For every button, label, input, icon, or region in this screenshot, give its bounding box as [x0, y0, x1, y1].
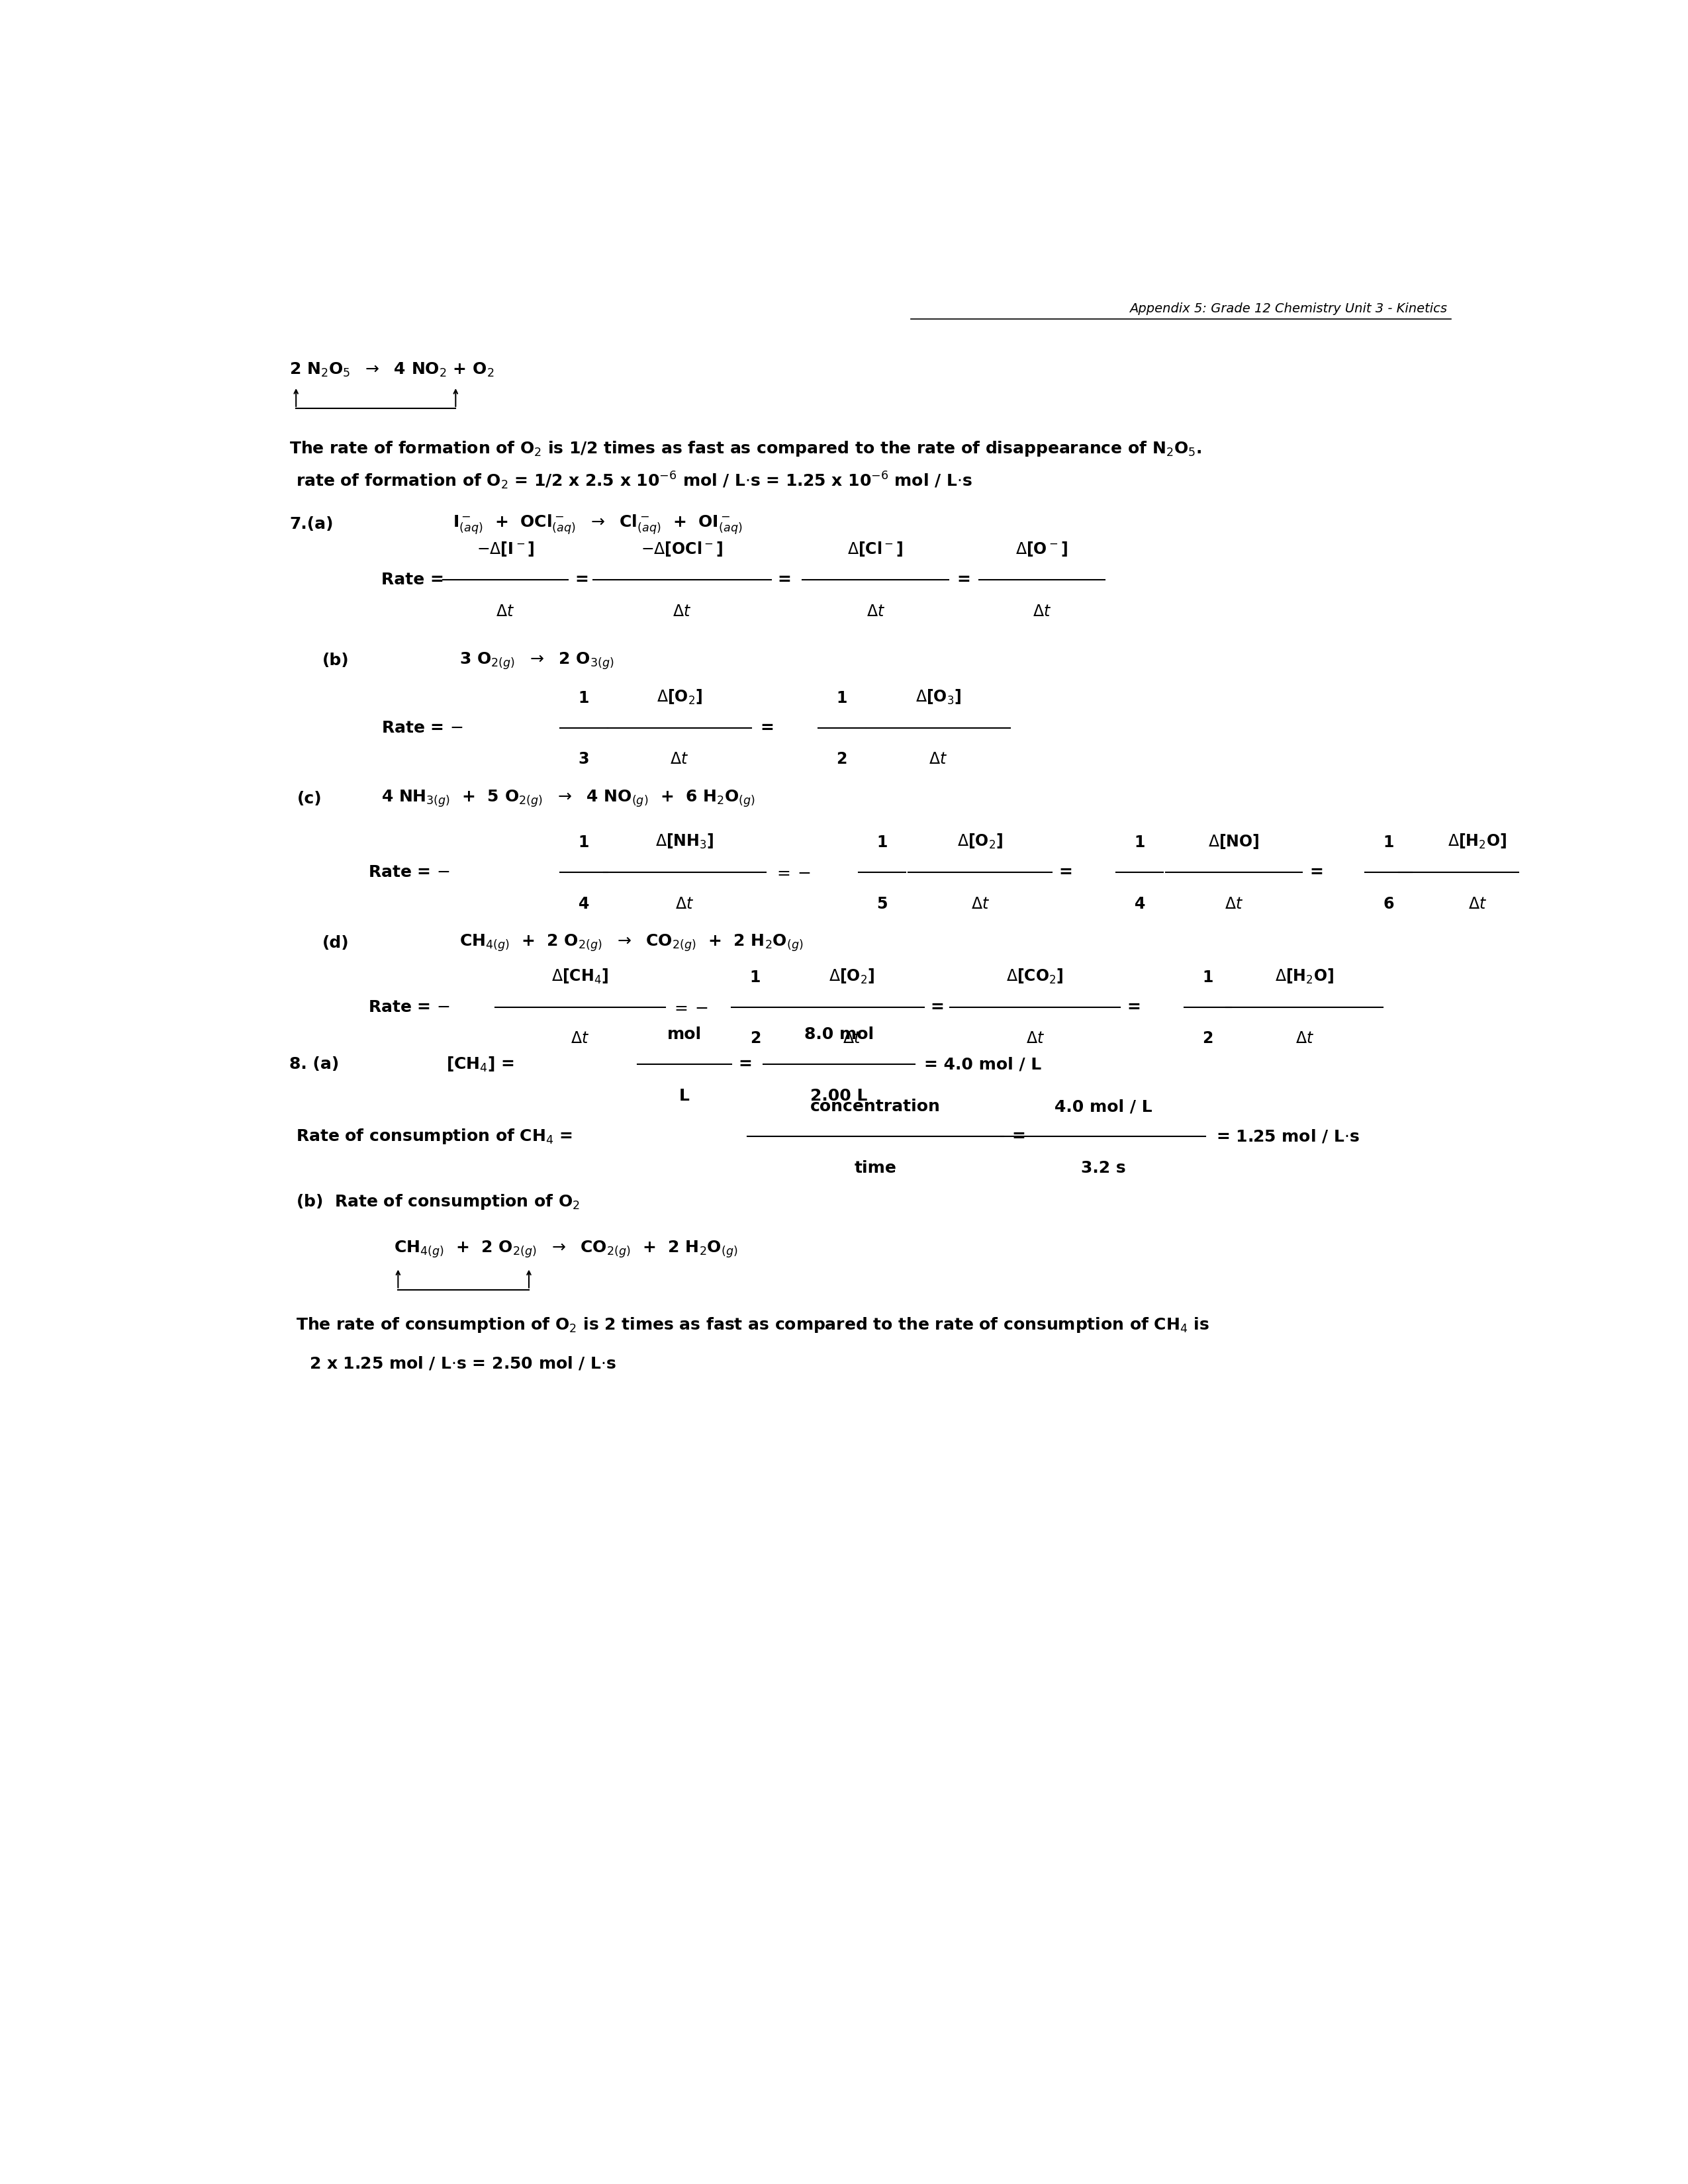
Text: Rate of consumption of CH$_4$ =: Rate of consumption of CH$_4$ = — [295, 1127, 574, 1147]
Text: $\Delta$[CO$_2$]: $\Delta$[CO$_2$] — [1006, 968, 1063, 985]
Text: $\Delta$[O$_2$]: $\Delta$[O$_2$] — [957, 832, 1003, 850]
Text: The rate of formation of O$_2$ is 1/2 times as fast as compared to the rate of d: The rate of formation of O$_2$ is 1/2 ti… — [290, 439, 1202, 459]
Text: 3.2 s: 3.2 s — [1080, 1160, 1126, 1175]
Text: =: = — [1128, 998, 1141, 1016]
Text: 2: 2 — [1202, 1031, 1214, 1046]
Text: $\Delta t$: $\Delta t$ — [571, 1031, 589, 1046]
Text: 1: 1 — [749, 970, 761, 985]
Text: $\Delta t$: $\Delta t$ — [1469, 895, 1487, 913]
Text: Rate = $-$: Rate = $-$ — [368, 865, 449, 880]
Text: $\Delta$[O$_2$]: $\Delta$[O$_2$] — [829, 968, 874, 985]
Text: $= -$: $= -$ — [773, 865, 810, 880]
Text: =: = — [760, 721, 775, 736]
Text: (d): (d) — [322, 935, 349, 950]
Text: 4: 4 — [1134, 895, 1144, 913]
Text: = 1.25 mol / L$\cdot$s: = 1.25 mol / L$\cdot$s — [1215, 1129, 1359, 1144]
Text: $\Delta t$: $\Delta t$ — [866, 603, 885, 620]
Text: $\Delta t$: $\Delta t$ — [971, 895, 989, 913]
Text: Rate = $-$: Rate = $-$ — [368, 998, 449, 1016]
Text: Rate =: Rate = — [381, 572, 449, 587]
Text: 5: 5 — [876, 895, 888, 913]
Text: 1: 1 — [579, 690, 589, 705]
Text: rate of formation of O$_2$ = 1/2 x 2.5 x 10$^{-6}$ mol / L$\cdot$s = 1.25 x 10$^: rate of formation of O$_2$ = 1/2 x 2.5 x… — [295, 470, 972, 491]
Text: 7.(a): 7.(a) — [290, 515, 334, 533]
Text: $\Delta t$: $\Delta t$ — [670, 751, 689, 767]
Text: CH$_{4(g)}$  +  2 O$_{2(g)}$  $\rightarrow$  CO$_{2(g)}$  +  2 H$_2$O$_{(g)}$: CH$_{4(g)}$ + 2 O$_{2(g)}$ $\rightarrow$… — [393, 1238, 738, 1260]
Text: (c): (c) — [297, 791, 322, 806]
Text: (b): (b) — [322, 653, 349, 668]
Text: 2: 2 — [836, 751, 847, 767]
Text: =: = — [778, 572, 792, 587]
Text: $\Delta$[H$_2$O]: $\Delta$[H$_2$O] — [1448, 832, 1507, 850]
Text: $\Delta t$: $\Delta t$ — [672, 603, 692, 620]
Text: = 4.0 mol / L: = 4.0 mol / L — [923, 1057, 1041, 1072]
Text: The rate of consumption of O$_2$ is 2 times as fast as compared to the rate of c: The rate of consumption of O$_2$ is 2 ti… — [295, 1315, 1210, 1334]
Text: Rate = $-$: Rate = $-$ — [381, 721, 463, 736]
Text: $\Delta$[O$_2$]: $\Delta$[O$_2$] — [657, 688, 702, 705]
Text: =: = — [957, 572, 971, 587]
Text: =: = — [1011, 1129, 1025, 1144]
Text: 2 N$_2$O$_5$  $\rightarrow$  4 NO$_2$ + O$_2$: 2 N$_2$O$_5$ $\rightarrow$ 4 NO$_2$ + O$… — [290, 360, 495, 378]
Text: $\Delta$[NH$_3$]: $\Delta$[NH$_3$] — [655, 832, 714, 850]
Text: $\Delta$[Cl$^-$]: $\Delta$[Cl$^-$] — [847, 539, 903, 559]
Text: =: = — [1310, 865, 1323, 880]
Text: 1: 1 — [876, 834, 888, 850]
Text: $\Delta$[NO]: $\Delta$[NO] — [1209, 832, 1259, 850]
Text: $= -$: $= -$ — [672, 998, 709, 1016]
Text: 1: 1 — [836, 690, 847, 705]
Text: L: L — [679, 1088, 690, 1103]
Text: =: = — [738, 1057, 753, 1072]
Text: 1: 1 — [1382, 834, 1394, 850]
Text: 4: 4 — [579, 895, 589, 913]
Text: $-\Delta$[OCl$^-$]: $-\Delta$[OCl$^-$] — [641, 539, 722, 559]
Text: CH$_{4(g)}$  +  2 O$_{2(g)}$  $\rightarrow$  CO$_{2(g)}$  +  2 H$_2$O$_{(g)}$: CH$_{4(g)}$ + 2 O$_{2(g)}$ $\rightarrow$… — [459, 933, 803, 954]
Text: 3 O$_{2(g)}$  $\rightarrow$  2 O$_{3(g)}$: 3 O$_{2(g)}$ $\rightarrow$ 2 O$_{3(g)}$ — [459, 651, 614, 670]
Text: 6: 6 — [1382, 895, 1394, 913]
Text: I$^-_{(aq)}$  +  OCl$^-_{(aq)}$  $\rightarrow$  Cl$^-_{(aq)}$  +  OI$^-_{(aq)}$: I$^-_{(aq)}$ + OCl$^-_{(aq)}$ $\rightarr… — [452, 513, 743, 535]
Text: 3: 3 — [579, 751, 589, 767]
Text: =: = — [574, 572, 589, 587]
Text: 8. (a): 8. (a) — [290, 1057, 339, 1072]
Text: 4 NH$_{3(g)}$  +  5 O$_{2(g)}$  $\rightarrow$  4 NO$_{(g)}$  +  6 H$_2$O$_{(g)}$: 4 NH$_{3(g)}$ + 5 O$_{2(g)}$ $\rightarro… — [381, 788, 755, 808]
Text: 8.0 mol: 8.0 mol — [803, 1026, 874, 1042]
Text: 2 x 1.25 mol / L$\cdot$s = 2.50 mol / L$\cdot$s: 2 x 1.25 mol / L$\cdot$s = 2.50 mol / L$… — [309, 1356, 616, 1372]
Text: $\Delta t$: $\Delta t$ — [1295, 1031, 1313, 1046]
Text: 2.00 L: 2.00 L — [810, 1088, 868, 1103]
Text: 1: 1 — [1202, 970, 1214, 985]
Text: concentration: concentration — [810, 1099, 940, 1114]
Text: $\Delta t$: $\Delta t$ — [1225, 895, 1244, 913]
Text: $-\Delta$[I$^-$]: $-\Delta$[I$^-$] — [476, 539, 535, 559]
Text: time: time — [854, 1160, 896, 1175]
Text: $\Delta t$: $\Delta t$ — [1026, 1031, 1045, 1046]
Text: =: = — [930, 998, 944, 1016]
Text: 4.0 mol / L: 4.0 mol / L — [1055, 1099, 1151, 1114]
Text: $\Delta$[H$_2$O]: $\Delta$[H$_2$O] — [1274, 968, 1334, 985]
Text: =: = — [1058, 865, 1072, 880]
Text: 1: 1 — [1134, 834, 1144, 850]
Text: Appendix 5: Grade 12 Chemistry Unit 3 - Kinetics: Appendix 5: Grade 12 Chemistry Unit 3 - … — [1129, 301, 1447, 314]
Text: [CH$_4$] =: [CH$_4$] = — [446, 1055, 517, 1072]
Text: $\Delta t$: $\Delta t$ — [928, 751, 947, 767]
Text: $\Delta$[CH$_4$]: $\Delta$[CH$_4$] — [552, 968, 608, 985]
Text: 2: 2 — [749, 1031, 761, 1046]
Text: 1: 1 — [579, 834, 589, 850]
Text: $\Delta$[O$_3$]: $\Delta$[O$_3$] — [915, 688, 960, 705]
Text: $\Delta$[O$^-$]: $\Delta$[O$^-$] — [1016, 539, 1069, 559]
Text: $\Delta t$: $\Delta t$ — [675, 895, 694, 913]
Text: $\Delta t$: $\Delta t$ — [496, 603, 515, 620]
Text: mol: mol — [667, 1026, 702, 1042]
Text: $\Delta t$: $\Delta t$ — [1033, 603, 1052, 620]
Text: (b)  Rate of consumption of O$_2$: (b) Rate of consumption of O$_2$ — [295, 1192, 581, 1212]
Text: $\Delta t$: $\Delta t$ — [842, 1031, 861, 1046]
